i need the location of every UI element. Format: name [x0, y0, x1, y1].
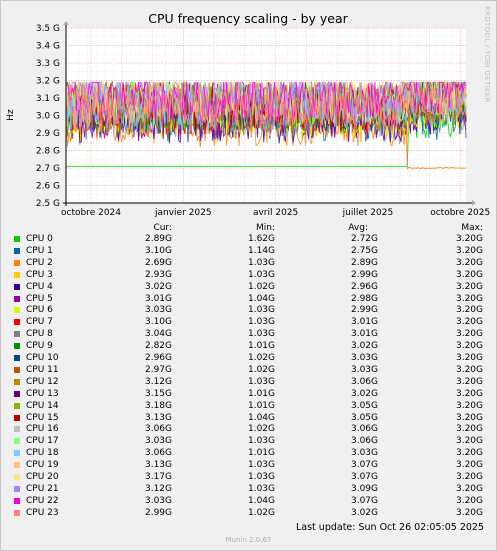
- y-tick-label: 2.8 G: [36, 147, 60, 157]
- y-tick-label: 3.0 G: [36, 112, 60, 122]
- y-tick-label: 3.2 G: [36, 77, 60, 87]
- series-line-cpu-0: [66, 98, 467, 167]
- series-line-cpu-23: [65, 82, 467, 133]
- chart-title: CPU frequency scaling - by year: [148, 11, 348, 26]
- rrdtool-watermark: RRDTOOL / TOBI OETIKER: [483, 6, 491, 103]
- munin-version: Munin 2.0.67: [225, 536, 272, 544]
- x-tick-label: octobre 2024: [61, 208, 121, 218]
- x-tick-label: juillet 2025: [342, 208, 394, 218]
- x-tick-label: octobre 2025: [430, 208, 490, 218]
- series-line-cpu-22: [65, 81, 466, 125]
- y-tick-label: 3.1 G: [36, 94, 60, 104]
- x-tick-label: janvier 2025: [154, 208, 212, 218]
- y-tick-label: 2.5 G: [36, 199, 60, 209]
- x-axis-arrow: [472, 200, 476, 206]
- y-tick-label: 2.9 G: [36, 129, 60, 139]
- last-update: Last update: Sun Oct 26 02:05:05 2025: [295, 522, 484, 533]
- y-axis-label: Hz: [6, 109, 16, 121]
- series-line-cpu-19: [65, 80, 467, 125]
- y-ticks: 2.5 G 2.6 G 2.7 G 2.8 G 2.9 G 3.0 G 3.1 G 3.2 G…: [36, 24, 60, 209]
- y-tick-label: 3.5 G: [36, 24, 60, 34]
- axes: [63, 21, 476, 206]
- y-tick-label: 2.7 G: [36, 164, 60, 174]
- series-lines: [65, 80, 467, 170]
- y-tick-label: 2.6 G: [36, 182, 60, 192]
- y-tick-label: 3.3 G: [36, 59, 60, 69]
- x-ticks: octobre 2024 janvier 2025 avril 2025 juille…: [61, 208, 490, 218]
- y-axis-arrow: [63, 21, 69, 25]
- x-tick-label: avril 2025: [253, 208, 298, 218]
- y-tick-label: 3.4 G: [36, 42, 60, 52]
